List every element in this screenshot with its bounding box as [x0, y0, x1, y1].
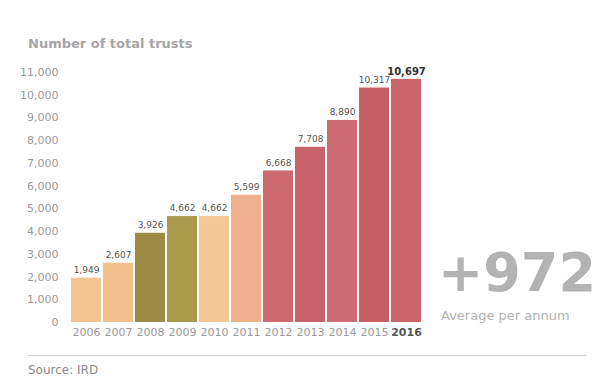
svg-text:2,000: 2,000 — [27, 271, 59, 284]
svg-text:3,000: 3,000 — [27, 248, 59, 261]
svg-text:8,000: 8,000 — [27, 134, 59, 147]
svg-text:0: 0 — [52, 316, 59, 329]
svg-text:9,000: 9,000 — [27, 111, 59, 124]
svg-text:8,890: 8,890 — [330, 107, 356, 117]
svg-text:2006: 2006 — [73, 326, 101, 339]
html-text:Number of total trusts: Number of total trusts — [28, 36, 193, 51]
svg-text:2016: 2016 — [391, 326, 422, 339]
svg-text:1,000: 1,000 — [27, 293, 59, 306]
html-text:Average per annum: Average per annum — [441, 308, 570, 323]
svg-text:2007: 2007 — [105, 326, 133, 339]
svg-text:2013: 2013 — [297, 326, 325, 339]
svg-text:5,599: 5,599 — [234, 182, 260, 192]
svg-text:4,000: 4,000 — [27, 225, 59, 238]
svg-text:7,708: 7,708 — [298, 134, 324, 144]
svg-text:2012: 2012 — [265, 326, 293, 339]
svg-text:4,662: 4,662 — [202, 203, 228, 213]
svg-text:6,000: 6,000 — [27, 180, 59, 193]
svg-text:2015: 2015 — [361, 326, 389, 339]
svg-text:2010: 2010 — [201, 326, 229, 339]
svg-text:2008: 2008 — [137, 326, 165, 339]
svg-text:2009: 2009 — [169, 326, 197, 339]
html-text:Source: IRD: Source: IRD — [28, 363, 99, 377]
html-text:+972: +972 — [438, 241, 596, 304]
svg-text:2014: 2014 — [329, 326, 357, 339]
svg-text:4,662: 4,662 — [170, 203, 196, 213]
svg-text:7,000: 7,000 — [27, 157, 59, 170]
svg-text:3,926: 3,926 — [138, 220, 164, 230]
svg-text:11,000: 11,000 — [20, 66, 59, 79]
svg-text:10,000: 10,000 — [20, 89, 59, 102]
svg-text:10,697: 10,697 — [387, 66, 426, 77]
svg-text:10,317: 10,317 — [359, 75, 391, 85]
svg-text:2011: 2011 — [233, 326, 261, 339]
svg-text:6,668: 6,668 — [266, 158, 292, 168]
svg-text:2,607: 2,607 — [106, 250, 132, 260]
svg-text:1,949: 1,949 — [74, 265, 100, 275]
svg-text:5,000: 5,000 — [27, 202, 59, 215]
